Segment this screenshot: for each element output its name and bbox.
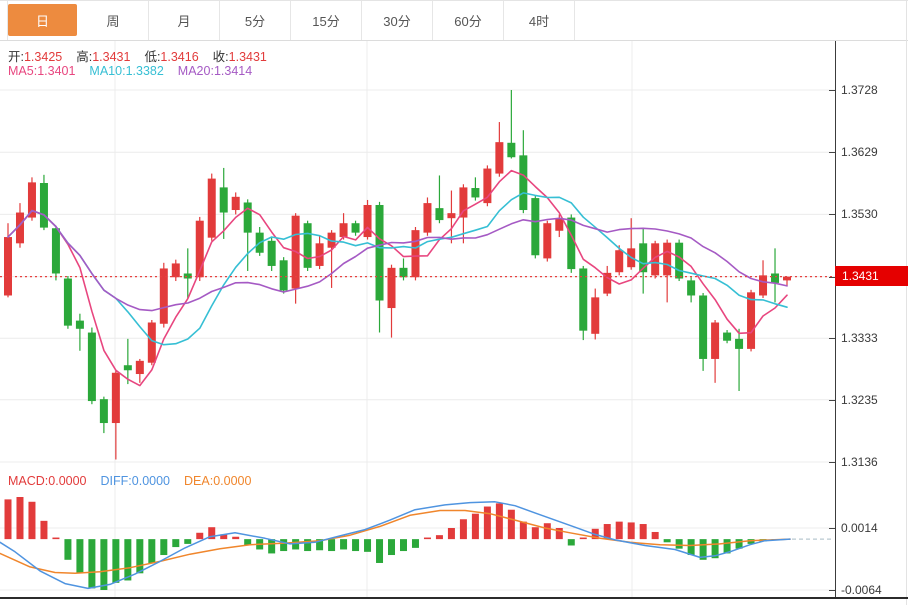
macd-axis-label: -0.0064 bbox=[841, 583, 882, 597]
current-price-badge: 1.3431 bbox=[835, 266, 908, 286]
macd-row-dea: DEA:0.0000 bbox=[184, 474, 252, 488]
price-axis-tick bbox=[829, 277, 835, 278]
macd-axis-tick bbox=[829, 590, 835, 591]
price-axis-line bbox=[835, 41, 836, 599]
ohlc-row-low: 低:1.3416 bbox=[144, 50, 199, 64]
ma-row-ma5: MA5:1.3401 bbox=[8, 64, 76, 78]
tab-month[interactable]: 月 bbox=[149, 1, 220, 40]
macd-axis-label: 0.0014 bbox=[841, 521, 878, 535]
ma-readout: MA5:1.3401 MA10:1.3382 MA20:1.3414 bbox=[8, 64, 266, 78]
tab-15min[interactable]: 15分 bbox=[291, 1, 362, 40]
chart-bottom-border bbox=[0, 597, 908, 599]
ohlc-row-open: 开:1.3425 bbox=[8, 50, 63, 64]
macd-indicator-chart[interactable] bbox=[0, 470, 836, 597]
price-axis-tick bbox=[829, 462, 835, 463]
price-axis-tick bbox=[829, 338, 835, 339]
price-axis-tick bbox=[829, 152, 835, 153]
macd-row-macd: MACD:0.0000 bbox=[8, 474, 87, 488]
macd-row-diff: DIFF:0.0000 bbox=[100, 474, 170, 488]
price-axis-label: 1.3235 bbox=[841, 393, 878, 407]
price-axis-tick bbox=[829, 90, 835, 91]
price-axis-tick bbox=[829, 400, 835, 401]
timeframe-tabs: 日周月 5分 15分 30分 60分 4时 bbox=[0, 0, 908, 41]
ma-row-ma20: MA20:1.3414 bbox=[177, 64, 253, 78]
ohlc-row-high: 高:1.3431 bbox=[76, 50, 131, 64]
tab-30min[interactable]: 30分 bbox=[362, 1, 433, 40]
ohlc-row-close: 收:1.3431 bbox=[212, 50, 267, 64]
price-axis-label: 1.3136 bbox=[841, 455, 878, 469]
price-candlestick-chart[interactable] bbox=[0, 41, 836, 470]
price-axis-label: 1.3629 bbox=[841, 145, 878, 159]
ohlc-readout: 开:1.3425 高:1.3431 低:1.3416 收:1.3431 bbox=[8, 46, 281, 65]
price-axis-label: 1.3728 bbox=[841, 83, 878, 97]
tab-selected-pill: 日 bbox=[8, 4, 77, 36]
price-axis-label: 1.3333 bbox=[841, 331, 878, 345]
macd-axis-tick bbox=[829, 528, 835, 529]
tab-4hour[interactable]: 4时 bbox=[504, 1, 575, 40]
macd-readout: MACD:0.0000 DIFF:0.0000 DEA:0.0000 bbox=[8, 474, 265, 488]
tab-5min[interactable]: 5分 bbox=[220, 1, 291, 40]
price-axis-label: 1.3530 bbox=[841, 207, 878, 221]
tab-day[interactable]: 日 bbox=[7, 1, 78, 40]
price-axis-tick bbox=[829, 214, 835, 215]
tab-week[interactable]: 周 bbox=[78, 1, 149, 40]
widget-right-border bbox=[906, 0, 907, 605]
ma-row-ma10: MA10:1.3382 bbox=[89, 64, 164, 78]
tab-60min[interactable]: 60分 bbox=[433, 1, 504, 40]
